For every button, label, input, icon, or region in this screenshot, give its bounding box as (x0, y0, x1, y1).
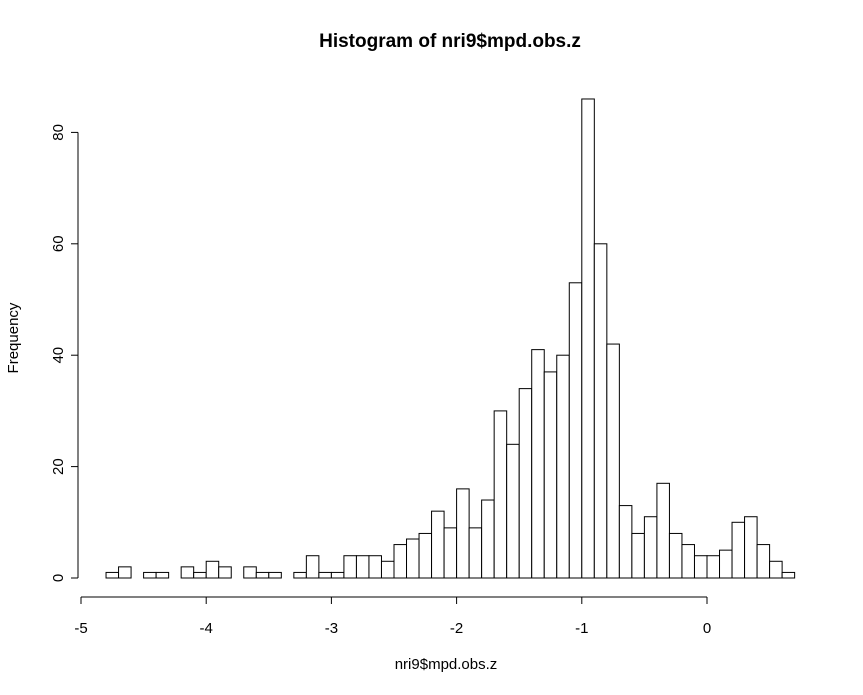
histogram-bar (368, 555, 382, 579)
histogram-bar (393, 544, 408, 579)
histogram-bar (481, 499, 495, 579)
histogram-bar (380, 560, 395, 579)
histogram-bar (506, 443, 520, 579)
x-tick-label: -5 (74, 620, 87, 637)
histogram-bar (618, 505, 633, 579)
histogram-bar (155, 571, 170, 579)
histogram-bar (606, 343, 620, 579)
histogram-bar (180, 566, 195, 579)
x-tick-label: -2 (450, 620, 463, 637)
histogram-bar (518, 388, 533, 579)
histogram-bar (693, 555, 708, 579)
x-axis-label: nri9$mpd.obs.z (395, 656, 498, 673)
x-tick-label: -3 (325, 620, 338, 637)
histogram-bar (681, 544, 695, 579)
histogram-bar (731, 521, 746, 579)
x-tick-label: -4 (200, 620, 213, 637)
histogram-bar (293, 571, 307, 579)
histogram-bar (243, 566, 257, 579)
x-tick-label: 0 (703, 620, 711, 637)
histogram-bar (355, 555, 370, 579)
histogram-bar (255, 571, 270, 579)
histogram-bar (656, 482, 670, 579)
chart-title: Histogram of nri9$mpd.obs.z (319, 31, 581, 52)
histogram-bar (593, 243, 608, 579)
histogram-bar (493, 410, 508, 579)
y-tick-label: 60 (50, 235, 67, 252)
histogram-bar (105, 571, 120, 579)
histogram-bar (643, 516, 658, 579)
histogram-bar (406, 538, 420, 579)
histogram-bar (193, 571, 207, 579)
histogram-bar (781, 571, 796, 579)
histogram-bar (431, 510, 445, 579)
y-tick-label: 40 (50, 347, 67, 364)
histogram-bar (418, 532, 433, 579)
x-axis: -5 -4 -3 -2 -1 0 (74, 596, 711, 637)
histogram-bar (556, 354, 570, 579)
histogram-bar (218, 566, 232, 579)
histogram-bar (756, 544, 771, 579)
histogram-bar (118, 566, 132, 579)
y-tick-label: 20 (50, 458, 67, 475)
histogram-bar (330, 571, 345, 579)
histogram-bar (456, 488, 470, 579)
histogram-bar (268, 571, 282, 579)
histogram-bar (631, 532, 645, 579)
histogram-bar (769, 560, 783, 579)
y-axis: 0 20 40 60 80 (50, 124, 79, 582)
bars-group (105, 98, 796, 579)
histogram-bar (744, 516, 758, 579)
x-tick-label: -1 (575, 620, 588, 637)
histogram-bar (343, 555, 357, 579)
histogram-bar (581, 98, 595, 579)
histogram-bar (706, 555, 721, 579)
histogram-bar (143, 571, 157, 579)
histogram-bar (468, 527, 483, 579)
histogram-bar (668, 532, 683, 579)
histogram-bar (205, 560, 220, 579)
y-axis-label: Frequency (5, 302, 22, 373)
histogram-bar (543, 371, 558, 579)
histogram-bar (719, 549, 733, 579)
y-tick-label: 80 (50, 124, 67, 141)
y-tick-label: 0 (50, 574, 67, 582)
histogram-bar (305, 555, 320, 579)
histogram-bar (568, 282, 583, 579)
histogram-bar (443, 527, 458, 579)
histogram-bar (531, 349, 545, 579)
histogram-bar (318, 571, 332, 579)
